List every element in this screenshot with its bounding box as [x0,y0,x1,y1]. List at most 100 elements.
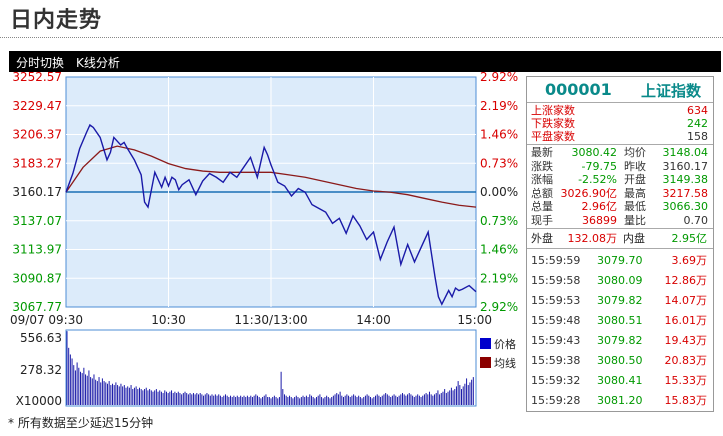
stat-row: 总量 2.96亿 最低 3066.30 [527,200,713,213]
tick-price: 3079.82 [597,334,643,347]
tick-volume: 14.07万 [664,294,708,307]
outer-label: 外盘 [531,232,553,245]
stat-label: 总量 [531,200,553,213]
pct-tick-label: 2.19% [480,99,518,113]
pct-tick-label: 0.73% [480,156,518,170]
pct-tick-label: 2.92% [480,300,518,314]
stat-value: 2.96亿 [581,200,618,213]
tick-row: 15:59:53 3079.82 14.07万 [527,291,713,311]
pct-tick-label: 1.46% [480,243,518,257]
time-tick-label: 10:30 [151,313,186,327]
tick-price: 3080.09 [597,274,643,287]
tick-row: 15:59:48 3080.51 16.01万 [527,311,713,331]
stat-value: -79.75 [581,159,617,173]
stat-label: 最高 [624,186,646,200]
stat-value: 0.70 [683,213,709,227]
stat-row: 最新 3080.42 均价 3148.04 [527,146,713,159]
stat-value: 3026.90亿 [560,186,618,200]
tick-price: 3080.50 [597,354,643,367]
tick-price: 3079.70 [597,254,643,267]
price-tick-label: 3067.77 [12,300,62,314]
price-tick-label: 3252.57 [12,72,62,84]
stat-row: 现手 36899 量比 0.70 [527,214,713,227]
stat-label: 昨收 [624,159,646,173]
time-tick-label: 15:00 [457,313,492,327]
pct-tick-label: 2.92% [480,72,518,84]
tab-kline-analysis[interactable]: K线分析 [76,56,120,70]
tick-row: 15:59:43 3079.82 19.43万 [527,331,713,351]
price-tick-label: 3206.37 [12,128,62,142]
stat-value: 3148.04 [662,146,709,159]
tick-volume: 12.86万 [664,274,708,287]
tab-time-switch[interactable]: 分时切换 [16,56,65,70]
chart-toolbar: 分时切换 K线分析 [9,51,721,72]
tick-volume: 3.69万 [671,254,708,267]
avg-series-line [65,145,477,208]
stat-label: 最低 [624,200,646,213]
tick-volume: 15.83万 [664,394,708,407]
tick-row: 15:59:58 3080.09 12.86万 [527,271,713,291]
stat-value: 3066.30 [662,200,709,213]
outer-value: 132.08万 [567,232,618,245]
price-tick-label: 3137.07 [12,214,62,228]
time-tick-label: 14:00 [356,313,391,327]
breadth-value: 242 [687,117,708,130]
tick-price: 3079.82 [597,294,643,307]
divider [527,228,713,229]
tick-time: 15:59:53 [531,294,581,307]
price-tick-label: 3090.87 [12,271,62,285]
stat-label: 涨幅 [531,173,553,186]
legend-avg-swatch [480,357,491,368]
stat-label: 最新 [531,146,553,159]
intraday-chart: 3252.57 3229.47 3206.37 3183.27 3160.17 3137.… [10,72,518,408]
tick-price: 3080.51 [597,314,643,327]
stat-row: 涨幅 -2.52% 开盘 3149.38 [527,173,713,186]
pct-tick-label: 2.19% [480,271,518,285]
stat-label: 开盘 [624,173,646,186]
stat-label: 涨跌 [531,159,553,173]
time-tick-label: 09/07 09:30 [10,313,83,327]
tick-volume: 16.01万 [664,314,708,327]
legend-price-swatch [480,338,491,349]
divider [527,248,713,249]
stat-value: 3217.58 [662,186,709,200]
breadth-row-up: 上涨家数 634 [527,104,713,117]
price-tick-label: 3183.27 [12,156,62,170]
order-flow-row: 外盘 132.08万 内盘 2.95亿 [527,232,713,245]
time-tick-label: 11:30/13:00 [234,313,307,327]
price-tick-label: 3229.47 [12,99,62,113]
price-tick-label: 3160.17 [12,185,62,199]
title-divider [0,37,723,38]
pct-tick-label: 0.73% [480,214,518,228]
stock-header: 000001 上证指数 [527,77,713,103]
breadth-row-flat: 平盘家数 158 [527,130,713,143]
stock-code: 000001 [545,80,612,99]
tick-price: 3081.20 [597,394,643,407]
stat-label: 均价 [624,146,646,159]
tick-time: 15:59:28 [531,394,581,407]
tick-time: 15:59:32 [531,374,581,387]
price-tick-label: 3113.97 [12,243,62,257]
price-series-line [65,123,477,306]
divider [527,102,713,103]
tick-volume: 15.33万 [664,374,708,387]
legend-price-label: 价格 [494,337,516,351]
stat-label: 量比 [624,213,646,227]
volume-unit-label: X10000 [16,394,62,408]
breadth-row-down: 下跌家数 242 [527,117,713,130]
pct-tick-label: 1.46% [480,128,518,142]
pct-tick-label: 0.00% [480,185,518,199]
stock-name: 上证指数 [640,82,701,100]
tick-row: 15:59:28 3081.20 15.83万 [527,391,713,411]
inner-value: 2.95亿 [671,232,708,245]
tick-price: 3080.41 [597,374,643,387]
stat-label: 总额 [531,186,553,200]
breadth-value: 158 [687,130,708,143]
tick-volume: 20.83万 [664,354,708,367]
tick-time: 15:59:43 [531,334,581,347]
stat-value: 3160.17 [662,159,709,173]
inner-label: 内盘 [623,232,645,245]
stat-value: 3149.38 [662,173,709,186]
tick-row: 15:59:59 3079.70 3.69万 [527,251,713,271]
stat-label: 现手 [531,213,553,227]
